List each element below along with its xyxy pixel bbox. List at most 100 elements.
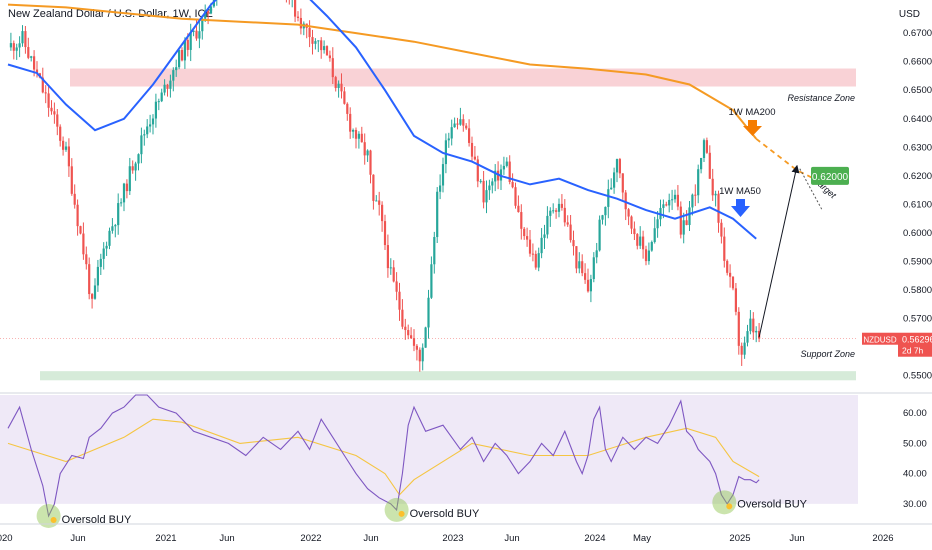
candle-up: [212, 0, 215, 7]
oversold-circle: [384, 497, 409, 522]
candle-up: [357, 133, 360, 139]
candle-up: [450, 127, 453, 139]
resistance-zone: [70, 68, 856, 87]
candle-up: [743, 342, 746, 355]
candle-down: [343, 91, 346, 104]
candle-down: [734, 288, 737, 312]
candle-up: [323, 46, 326, 51]
rsi-tick-label: 50.00: [903, 438, 927, 449]
candle-up: [436, 191, 439, 238]
projection-arrow: [758, 164, 800, 338]
candle-up: [108, 230, 111, 246]
candle-up: [540, 237, 543, 254]
candle-down: [731, 276, 735, 289]
candle-down: [386, 245, 389, 269]
candle-up: [755, 330, 758, 333]
candle-down: [299, 17, 302, 29]
candle-up: [151, 118, 155, 125]
candle-up: [105, 245, 108, 249]
oversold-dot: [726, 503, 733, 510]
candle-down: [88, 264, 91, 295]
candle-up: [656, 219, 659, 229]
candle-down: [752, 318, 755, 333]
candle-down: [586, 279, 590, 292]
candle-down: [125, 183, 128, 192]
candle-down: [340, 83, 343, 92]
support-zone-label: Support Zone: [800, 349, 855, 359]
candle-down: [470, 142, 474, 157]
candle-down: [70, 166, 73, 194]
ma50-label: 1W MA50: [719, 186, 761, 197]
candle-down: [642, 236, 645, 250]
candle-down: [511, 181, 514, 188]
candle-down: [412, 338, 416, 346]
candle-up: [557, 203, 561, 212]
candle-down: [694, 194, 697, 196]
candle-up: [444, 140, 447, 165]
candle-down: [528, 239, 532, 254]
candle-up: [160, 92, 163, 102]
candle-down: [636, 234, 639, 246]
rsi-tick-label: 30.00: [903, 499, 927, 510]
candle-down: [354, 129, 358, 139]
oversold-dot: [398, 510, 405, 517]
price-tag[interactable]: [898, 332, 932, 357]
candle-up: [102, 248, 105, 259]
ma50-line: [7, 0, 757, 240]
candle-up: [99, 258, 102, 267]
candle-down: [569, 224, 572, 241]
candle-up: [317, 40, 320, 42]
candle-down: [523, 228, 526, 237]
candle-up: [459, 119, 462, 125]
candle-up: [117, 203, 120, 226]
candle-down: [723, 236, 726, 261]
time-tick-label: Jun: [219, 533, 234, 544]
support-zone: [40, 371, 856, 381]
candle-up: [671, 199, 674, 201]
candle-down: [665, 204, 668, 206]
candle-up: [494, 170, 497, 182]
candle-up: [143, 134, 146, 136]
candle-up: [137, 154, 140, 164]
candle-down: [372, 174, 375, 201]
candle-down: [346, 103, 349, 114]
candle-up: [96, 266, 99, 286]
candle-up: [352, 129, 355, 132]
candle-down: [363, 142, 366, 156]
candle-up: [183, 39, 186, 61]
candle-up: [134, 163, 137, 171]
candle-down: [79, 226, 82, 234]
candle-up: [146, 126, 149, 135]
candle-up: [714, 193, 717, 196]
candle-down: [560, 203, 563, 208]
candle-down: [334, 77, 337, 89]
candle-down: [708, 152, 711, 179]
candle-down: [56, 114, 59, 127]
candle-up: [447, 138, 450, 141]
rsi-line: [7, 394, 760, 518]
candle-up: [613, 172, 616, 188]
candle-down: [166, 84, 169, 89]
candle-up: [424, 327, 427, 348]
candle-down: [705, 140, 708, 153]
candle-down: [482, 180, 485, 203]
candle-down: [131, 166, 134, 171]
symbol-tag[interactable]: [862, 332, 898, 345]
oversold-label: Oversold BUY: [62, 514, 132, 526]
candle-down: [415, 345, 418, 350]
ma200-line: [7, 3, 757, 140]
candle-down: [465, 125, 468, 129]
currency-label: USD: [898, 9, 920, 20]
candle-up: [453, 123, 456, 128]
oversold-label: Oversold BUY: [737, 498, 807, 510]
candle-down: [27, 47, 30, 58]
candle-down: [758, 330, 761, 339]
candle-up: [163, 84, 166, 93]
candle-up: [189, 31, 192, 50]
candle-down: [497, 170, 500, 181]
candle-down: [468, 128, 471, 143]
candle-down: [180, 49, 184, 61]
